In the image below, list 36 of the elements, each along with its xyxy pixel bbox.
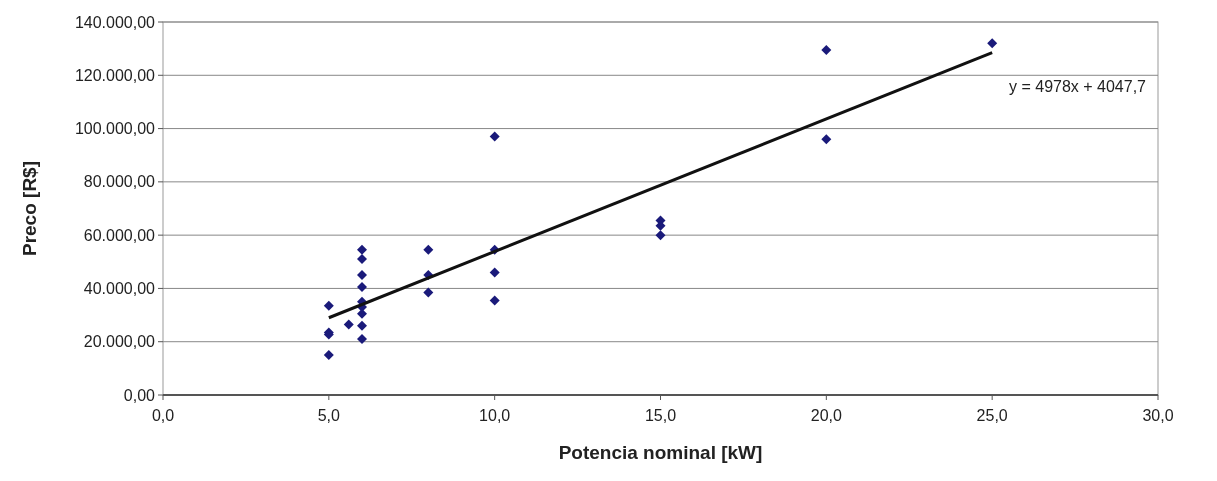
x-tick-label: 30,0 xyxy=(1142,407,1174,424)
point xyxy=(357,334,367,345)
x-tick-label: 0,0 xyxy=(151,407,175,424)
point xyxy=(489,295,500,306)
y-tick-label: 40.000,00 xyxy=(83,280,156,298)
point xyxy=(821,134,832,145)
point xyxy=(323,350,334,361)
point xyxy=(323,300,334,311)
y-tick-label: 80.000,00 xyxy=(83,173,156,191)
x-tick-label: 10,0 xyxy=(479,407,511,424)
point xyxy=(423,244,434,255)
x-tick-label: 15,0 xyxy=(644,407,677,424)
point xyxy=(343,319,354,330)
x-tick-label: 25,0 xyxy=(976,407,1008,424)
point xyxy=(821,44,832,55)
point xyxy=(489,131,500,142)
y-tick-label: 60.000,00 xyxy=(83,226,156,244)
point xyxy=(987,38,998,49)
point xyxy=(655,230,666,241)
x-tick-label: 20,0 xyxy=(810,407,843,424)
point xyxy=(423,287,434,298)
y-axis-title: Preco [R$] xyxy=(19,160,40,257)
point xyxy=(489,267,500,278)
y-tick-label: 120.000,00 xyxy=(74,66,156,84)
x-tick-label: 5,0 xyxy=(317,407,341,424)
point xyxy=(357,270,367,281)
point xyxy=(357,244,367,255)
y-tick-label: 100.000,00 xyxy=(74,120,156,138)
y-tick-label: 0,00 xyxy=(123,386,156,404)
x-axis-title: Potencia nominal [kW] xyxy=(558,442,763,463)
point xyxy=(357,254,367,265)
point xyxy=(357,320,367,331)
y-tick-label: 140.000,00 xyxy=(74,13,156,31)
y-tick-label: 20.000,00 xyxy=(83,333,156,351)
point xyxy=(357,282,367,293)
annotation: y = 4978x + 4047,7 xyxy=(1009,78,1147,95)
